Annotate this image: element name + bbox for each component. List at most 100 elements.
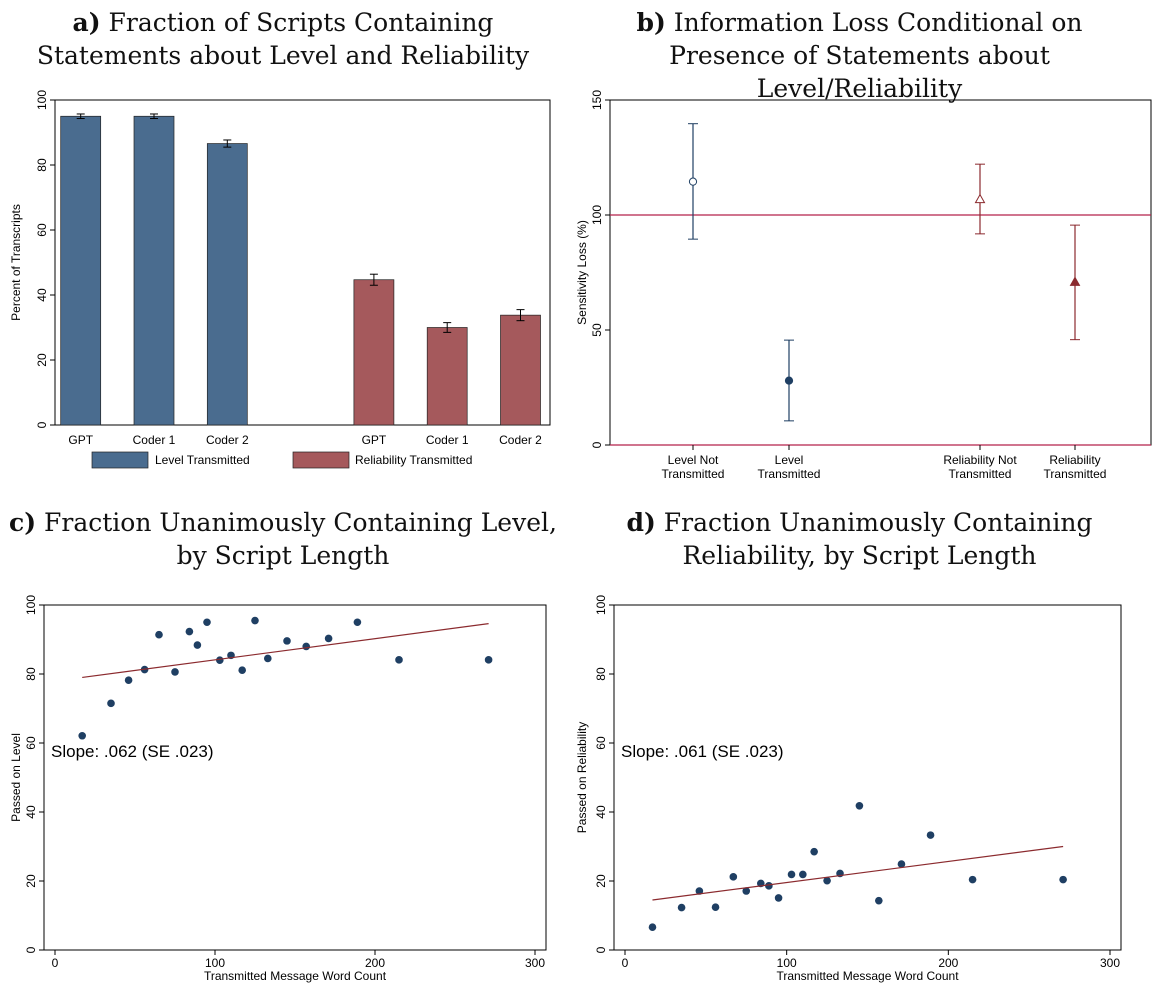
chart-a-legend-swatch-level [91, 451, 149, 469]
panel-a-title: a) Fraction of Scripts Containing Statem… [0, 6, 566, 72]
chart-d-y-tick-label: 20 [594, 874, 608, 888]
panel-d-title: d) Fraction Unanimously Containing Relia… [566, 506, 1153, 572]
chart-c-fit-line [82, 623, 489, 679]
chart-c-y-tick-label: 0 [24, 946, 38, 953]
chart-d-y-tick-label: 60 [594, 736, 608, 750]
chart-c-x-axis-label: Transmitted Message Word Count [204, 969, 387, 983]
chart-d-data-point [774, 894, 783, 902]
chart-c-data-point [171, 668, 179, 676]
chart-d-data-point [799, 870, 807, 879]
panel-b-letter: b) [636, 8, 666, 37]
chart-b-y-axis-label: Sensitivity Loss (%) [575, 220, 589, 325]
chart-c-data-point [251, 616, 259, 625]
chart-c-y-axis-label: Passed on Level [9, 733, 23, 822]
chart-c-y-tick-label: 60 [24, 736, 38, 750]
chart-a-y-tick-label: 40 [35, 288, 49, 302]
chart-b-y-tick-label: 100 [590, 205, 604, 225]
chart-c-data-point [203, 618, 211, 627]
chart-c-y-tick-label: 20 [24, 874, 38, 888]
chart-a-x-tick-label: GPT [68, 433, 93, 447]
chart-b-x-tick-label-line1: Level Not [668, 453, 719, 467]
panel-d-title-line1: Fraction Unanimously Containing [663, 508, 1093, 537]
chart-d-slope-annotation: Slope: .061 (SE .023) [621, 742, 784, 761]
chart-b-estimate-marker [974, 193, 986, 204]
chart-c-data-point [107, 699, 115, 708]
panel-d-title-line2: Reliability, by Script Length [682, 541, 1037, 570]
chart-d-x-axis-label: Transmitted Message Word Count [776, 969, 959, 983]
chart-d-data-point [823, 876, 831, 885]
chart-c-level-scatter: 0 20 40 60 80 100 Passed on Level 0 100 200 300 Tra… [9, 595, 547, 983]
chart-d-data-point [897, 860, 906, 868]
chart-d-x-tick-label: 200 [938, 956, 958, 970]
chart-d-y-axis-label: Passed on Reliability [575, 722, 589, 833]
chart-c-slope-annotation: Slope: .062 (SE .023) [51, 742, 214, 761]
chart-a-y-tick-label: 0 [35, 421, 49, 428]
chart-d-data-point [742, 887, 751, 895]
chart-c-data-point [124, 676, 133, 685]
chart-c-x-tick-label: 300 [525, 956, 545, 970]
chart-a-y-tick-label: 80 [35, 158, 49, 172]
chart-a-bar [426, 327, 468, 426]
panel-c-title-line2: by Script Length [176, 541, 390, 570]
chart-c-data-point [264, 654, 272, 663]
chart-c-data-point [185, 627, 194, 636]
chart-c-y-tick-label: 100 [24, 595, 38, 615]
chart-a-x-tick-label: GPT [362, 433, 387, 447]
chart-b-x-tick-label-line1: Level [775, 453, 804, 467]
chart-b-x-tick-label-line2: Transmitted [1044, 467, 1107, 481]
chart-a-x-tick-label: Coder 1 [426, 433, 469, 447]
chart-a-y-tick-label: 20 [35, 353, 49, 367]
panel-c-title: c) Fraction Unanimously Containing Level… [0, 506, 566, 572]
chart-c-data-point [302, 642, 311, 651]
panel-c-title-line1: Fraction Unanimously Containing Level, [44, 508, 557, 537]
chart-a-bar [353, 279, 395, 426]
panel-d-letter: d) [626, 508, 656, 537]
chart-a-x-tick-label: Coder 1 [133, 433, 176, 447]
chart-c-data-point [283, 637, 291, 645]
chart-a-plot-frame [54, 99, 551, 426]
chart-d-x-tick-label: 100 [777, 956, 797, 970]
chart-c-data-point [484, 656, 493, 664]
chart-c-data-point [395, 656, 403, 664]
chart-b-y-tick-label: 0 [590, 441, 604, 448]
chart-d-data-point [926, 831, 935, 839]
chart-a-bar [133, 115, 175, 426]
panel-b-title-line1: Information Loss Conditional on [673, 8, 1083, 37]
chart-a-bar: 0 20 40 60 80 100 Percent of Transcripts GPT Cod… [9, 90, 551, 469]
chart-d-data-point [1059, 875, 1067, 884]
chart-b-estimate-marker [784, 376, 794, 385]
chart-c-x-tick-label: 0 [52, 956, 59, 970]
panel-a-title-line2: Statements about Level and Reliability [36, 41, 530, 70]
chart-a-legend-label-level: Level Transmitted [155, 453, 250, 467]
chart-a-bar [60, 115, 102, 426]
chart-a-x-tick-label: Coder 2 [206, 433, 249, 447]
chart-b-x-tick-label-line2: Transmitted [758, 467, 821, 481]
panel-b-title-line2: Presence of Statements about Level/Relia… [669, 41, 1050, 103]
chart-d-reliability-scatter: 0 20 40 60 80 100 Passed on Reliability 0 100 200… [575, 595, 1122, 983]
chart-c-data-point [78, 731, 86, 740]
chart-d-data-point [787, 870, 796, 879]
chart-a-legend-swatch-reliability [292, 451, 350, 469]
chart-d-data-point [765, 882, 773, 890]
chart-d-y-tick-label: 40 [594, 805, 608, 819]
chart-a-x-tick-label: Coder 2 [499, 433, 542, 447]
panel-a-title-line1: Fraction of Scripts Containing [108, 8, 494, 37]
chart-d-y-tick-label: 0 [594, 946, 608, 953]
chart-c-x-tick-label: 200 [365, 956, 385, 970]
chart-c-data-point [216, 656, 224, 664]
chart-a-y-tick-label: 100 [35, 90, 49, 110]
chart-d-data-point [968, 875, 977, 884]
chart-d-data-point [810, 847, 818, 856]
chart-d-y-tick-label: 100 [594, 595, 608, 615]
chart-b-x-tick-label-line2: Transmitted [662, 467, 725, 481]
chart-b-x-tick-label-line2: Transmitted [949, 467, 1012, 481]
chart-d-y-tick-label: 80 [594, 667, 608, 681]
chart-d-data-point [648, 923, 657, 932]
chart-c-x-tick-label: 100 [205, 956, 225, 970]
chart-b-estimate-marker [1069, 276, 1081, 286]
chart-c-y-tick-label: 80 [24, 667, 38, 681]
chart-d-x-tick-label: 300 [1100, 956, 1120, 970]
chart-b-plot-frame [609, 99, 1152, 446]
chart-d-data-point [677, 903, 686, 912]
